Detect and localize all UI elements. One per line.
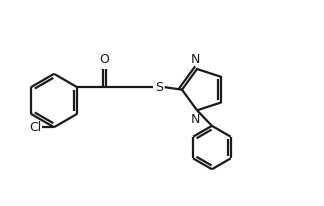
Text: N: N [191, 114, 201, 126]
Text: N: N [191, 53, 201, 66]
Text: O: O [99, 53, 110, 66]
Text: Cl: Cl [29, 121, 41, 134]
Text: S: S [155, 81, 163, 94]
